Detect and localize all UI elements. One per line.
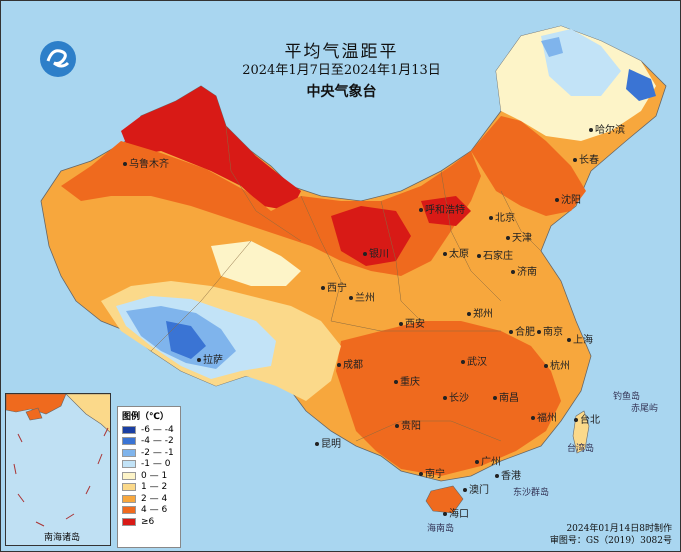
legend-label: 4 — 6 (141, 505, 168, 516)
south-china-sea-inset: 南海诸岛 (5, 393, 111, 546)
city-label: 哈尔滨 (589, 121, 625, 136)
legend-swatch (122, 494, 136, 503)
city-label: 呼和浩特 (419, 201, 465, 216)
city-label: 长沙 (443, 389, 469, 404)
issuer: 中央气象台 (306, 84, 377, 100)
legend-item: -4 — -2 (118, 436, 180, 448)
city-label: 银川 (363, 245, 389, 260)
city-label: 成都 (337, 356, 363, 371)
city-label: 澳门 (463, 481, 489, 496)
legend-swatch (122, 471, 136, 480)
cma-logo-icon (40, 41, 76, 77)
sea-label: 赤尾屿 (631, 404, 659, 414)
legend-swatch (122, 483, 136, 492)
legend-item: -6 — -4 (118, 424, 180, 436)
sea-label: 台湾岛 (567, 444, 595, 454)
region-north-red-patch (331, 206, 411, 266)
legend-item: -2 — -1 (118, 447, 180, 459)
city-label: 贵阳 (395, 417, 421, 432)
legend-label: 1 — 2 (141, 482, 168, 493)
city-label: 昆明 (315, 435, 341, 450)
city-label: 重庆 (394, 373, 420, 388)
city-label: 广州 (475, 453, 501, 468)
legend-swatch (122, 460, 136, 469)
city-label: 天津 (506, 229, 532, 244)
inset-label: 南海诸岛 (44, 533, 81, 543)
city-label: 乌鲁木齐 (123, 155, 169, 170)
city-label: 济南 (511, 263, 537, 278)
city-label: 西安 (399, 315, 425, 330)
city-label: 合肥 (509, 323, 535, 338)
region-tibet-blue-core (166, 321, 206, 359)
city-label: 武汉 (461, 353, 487, 368)
city-label: 长春 (573, 151, 599, 166)
legend-swatch (122, 425, 136, 434)
legend-label: -1 — 0 (141, 459, 171, 470)
legend-swatch (122, 437, 136, 446)
legend-item: 2 — 4 (118, 493, 180, 505)
legend-item: -1 — 0 (118, 459, 180, 471)
legend-item: 0 — 1 (118, 470, 180, 482)
city-label: 南宁 (419, 465, 445, 480)
legend-label: -2 — -1 (141, 447, 174, 458)
city-label: 郑州 (467, 305, 493, 320)
region-northeast-blue (626, 69, 656, 101)
region-inner-mongolia-red (421, 196, 471, 226)
city-label: 北京 (489, 209, 515, 224)
city-label: 杭州 (544, 357, 570, 372)
legend-swatch (122, 506, 136, 515)
region-north-blue-patch (541, 37, 563, 57)
region-northeast-orange (471, 116, 586, 216)
inset-map (6, 394, 110, 527)
footer-produced: 2024年01月14日8时制作 (566, 524, 672, 534)
map-title: 平均气温距平 (284, 42, 399, 62)
city-label: 南昌 (493, 389, 519, 404)
legend-title: 图例（℃） (122, 412, 169, 422)
legend-label: 2 — 4 (141, 493, 168, 504)
region-northwest-red (121, 86, 301, 211)
region-qinghai-yellow (211, 241, 301, 286)
city-label: 太原 (443, 245, 469, 260)
city-label: 石家庄 (477, 247, 513, 262)
sea-label: 海南岛 (427, 524, 455, 534)
city-label: 拉萨 (197, 351, 223, 366)
legend-label: 0 — 1 (141, 470, 168, 481)
sea-label: 钓鱼岛 (613, 392, 641, 402)
city-label: 沈阳 (555, 191, 581, 206)
legend-item: ≥6 (118, 516, 180, 528)
date-range: 2024年1月7日至2024年1月13日 (242, 63, 441, 78)
city-label: 海口 (443, 505, 469, 520)
legend-label: ≥6 (141, 516, 155, 527)
region-south-dark-orange (336, 321, 561, 476)
city-label: 上海 (567, 331, 593, 346)
legend-item: 1 — 2 (118, 482, 180, 494)
city-label: 台北 (574, 411, 600, 426)
legend-label: -4 — -2 (141, 436, 174, 447)
legend-swatch (122, 448, 136, 457)
province-boundaries (150, 125, 542, 442)
hainan-island (425, 485, 464, 514)
city-label: 南京 (537, 323, 563, 338)
legend-item: 4 — 6 (118, 505, 180, 517)
legend-label: -6 — -4 (141, 424, 174, 435)
city-label: 香港 (495, 467, 521, 482)
city-label: 福州 (531, 409, 557, 424)
city-label: 兰州 (349, 289, 375, 304)
legend-swatch (122, 517, 136, 526)
city-label: 西宁 (321, 279, 347, 294)
sea-label: 东沙群岛 (513, 488, 550, 498)
footer-approval: 审图号：GS（2019）3082号 (549, 536, 672, 546)
